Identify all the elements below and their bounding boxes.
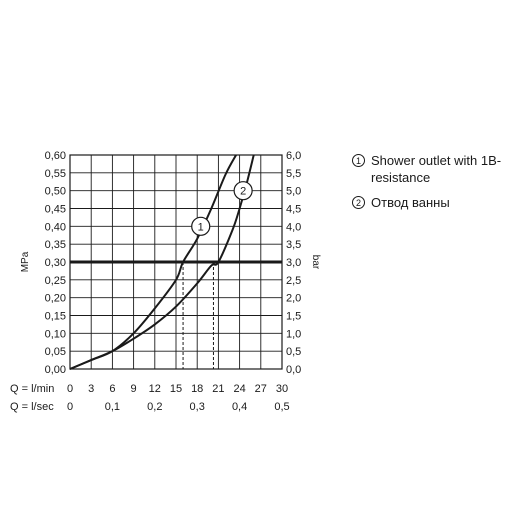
x-tick-label-10: 30 — [276, 383, 288, 395]
legend-item-1: 1 Shower outlet with 1B-resistance — [352, 152, 522, 186]
y-axis-label-right: bar — [310, 255, 321, 270]
y-tick-label-1: 0,05 — [45, 346, 66, 358]
y-tick-label-11: 0,55 — [45, 168, 66, 180]
y-tick-label-7: 0,35 — [45, 239, 66, 251]
y-tick-label-10: 0,50 — [45, 186, 66, 198]
legend-item-2: 2 Отвод ванны — [352, 194, 522, 211]
x-tick-label-7: 21 — [212, 383, 224, 395]
x-axis-label-lsec: Q = l/sec — [10, 401, 54, 413]
y-tick-label-8: 0,40 — [45, 221, 66, 233]
y-tick-label-9: 0,45 — [45, 204, 66, 216]
y2-tick-label-2: 1,0 — [286, 328, 301, 340]
x-tick-label-6: 18 — [191, 383, 203, 395]
x-tick-label-3: 9 — [131, 383, 137, 395]
plot-frame — [69, 154, 283, 370]
y-tick-label-6: 0,30 — [45, 257, 66, 269]
x-tick-label-4: 12 — [149, 383, 161, 395]
y-tick-label-2: 0,10 — [45, 328, 66, 340]
x2-tick-label-2: 0,2 — [147, 401, 162, 413]
y-tick-label-4: 0,20 — [45, 293, 66, 305]
legend-marker-2: 2 — [352, 196, 365, 209]
y2-tick-label-8: 4,0 — [286, 221, 301, 233]
y2-tick-label-1: 0,5 — [286, 346, 301, 358]
y2-tick-label-12: 6,0 — [286, 150, 301, 162]
y2-tick-label-9: 4,5 — [286, 204, 301, 216]
x-tick-label-8: 24 — [233, 383, 245, 395]
x-axis-label-lmin: Q = l/min — [10, 383, 54, 395]
x-tick-label-5: 15 — [170, 383, 182, 395]
x-tick-label-1: 3 — [88, 383, 94, 395]
y2-tick-label-0: 0,0 — [286, 364, 301, 376]
legend: 1 Shower outlet with 1B-resistance 2 Отв… — [352, 152, 522, 219]
y-tick-label-3: 0,15 — [45, 311, 66, 323]
tick-labels: 0,00 0,00,05 0,50,10 1,00,15 1,50,20 2,00,25 2… — [45, 150, 302, 413]
legend-label-1: Shower outlet with 1B-resistance — [371, 153, 502, 185]
y-tick-label-5: 0,25 — [45, 275, 66, 287]
y2-tick-label-5: 2,5 — [286, 275, 301, 287]
x2-tick-label-4: 0,4 — [232, 401, 247, 413]
y2-tick-label-11: 5,5 — [286, 168, 301, 180]
series-2-marker — [233, 181, 253, 201]
x2-tick-label-1: 0,1 — [105, 401, 120, 413]
y2-tick-label-6: 3,0 — [286, 257, 301, 269]
y2-tick-label-3: 1,5 — [286, 311, 301, 323]
y-axis-label-left: MPa — [20, 251, 31, 272]
x2-tick-label-0: 0 — [67, 401, 73, 413]
x2-tick-label-5: 0,5 — [274, 401, 289, 413]
y-tick-label-12: 0,60 — [45, 150, 66, 162]
y2-tick-label-10: 5,0 — [286, 186, 301, 198]
y2-tick-label-7: 3,5 — [286, 239, 301, 251]
series-group: 12 — [69, 154, 255, 370]
series-1-marker-label: 1 — [198, 221, 204, 233]
legend-marker-1: 1 — [352, 154, 365, 167]
x-tick-label-9: 27 — [255, 383, 267, 395]
x2-tick-label-3: 0,3 — [190, 401, 205, 413]
series-2-marker-label: 2 — [240, 186, 246, 198]
series-2-line — [69, 154, 255, 370]
legend-label-2: Отвод ванны — [371, 195, 450, 210]
y-tick-label-0: 0,00 — [45, 364, 66, 376]
y2-tick-label-4: 2,0 — [286, 293, 301, 305]
series-1-marker — [191, 216, 211, 236]
x-tick-label-0: 0 — [67, 383, 73, 395]
x-tick-label-2: 6 — [109, 383, 115, 395]
